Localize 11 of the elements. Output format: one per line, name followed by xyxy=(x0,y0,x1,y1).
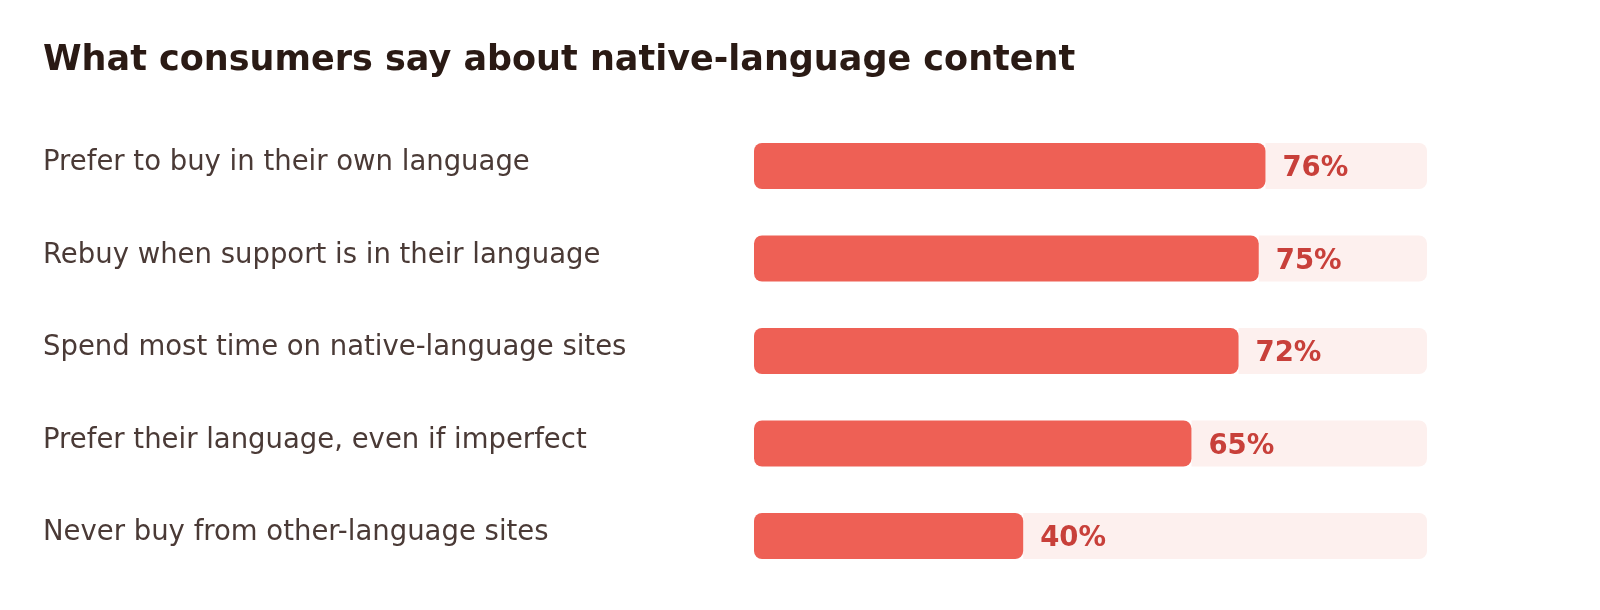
data-label: 75% xyxy=(1275,242,1342,275)
y-tick-label: Rebuy when support is in their language xyxy=(43,236,601,269)
data-label: 40% xyxy=(1040,520,1107,552)
data-label: 65% xyxy=(1208,427,1275,460)
chart-title: What consumers say about native-language content xyxy=(43,38,1076,78)
y-tick-label: Spend most time on native-language sites xyxy=(43,329,627,361)
y-tick-label: Prefer their language, even if imperfect xyxy=(43,421,587,454)
y-tick-label: Never buy from other-language sites xyxy=(43,514,549,546)
data-label: 72% xyxy=(1255,335,1322,367)
data-label: 76% xyxy=(1282,150,1349,182)
y-tick-label: Prefer to buy in their own language xyxy=(43,144,530,176)
